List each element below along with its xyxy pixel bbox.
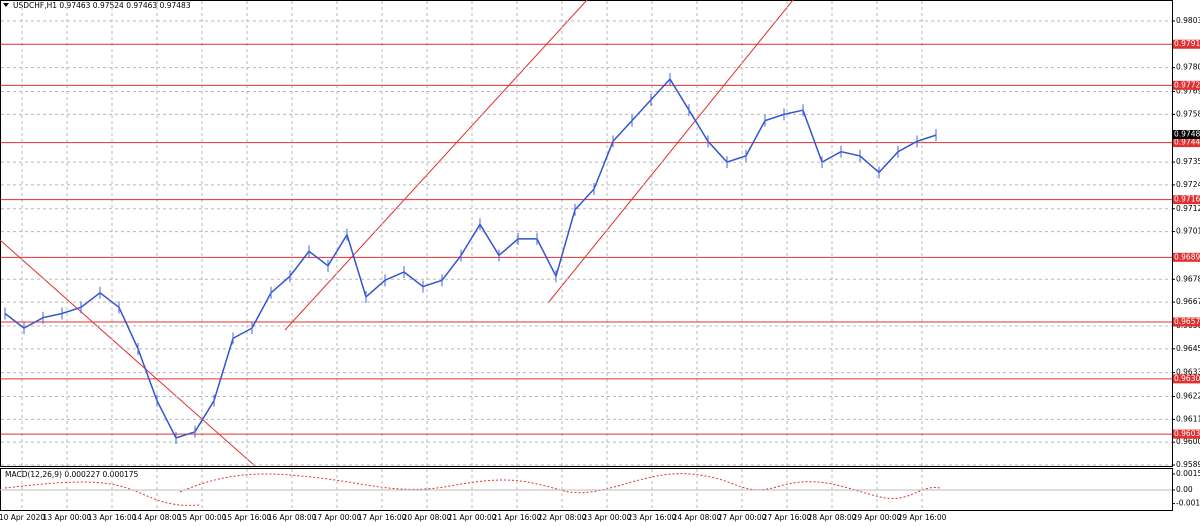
level-tag [1173,195,1200,205]
price-label: 0.96785 [1176,274,1200,283]
level-label: 0.96891 [1174,252,1200,261]
trend-line [0,239,256,467]
time-label: 17 Apr 00:00 [313,513,362,522]
macd-axis-label: 0.001531 [1176,469,1200,478]
current-price-label: 0.97483 [1174,129,1200,138]
time-label: 10 Apr 2020 [0,513,45,522]
macd-label: MACD(12,26,9) 0.000227 0.000175 [5,470,139,479]
macd-axis-label: 0.00 [1176,485,1193,494]
level-label: 0.96305 [1174,374,1200,383]
time-label: 27 Apr 16:00 [763,513,812,522]
symbol-info: USDCHF,H1 0.97463 0.97524 0.97463 0.9748… [13,1,191,10]
time-label: 24 Apr 08:00 [673,513,722,522]
time-label: 23 Apr 16:00 [628,513,677,522]
time-label: 13 Apr 00:00 [43,513,92,522]
price-label: 0.96675 [1176,297,1200,306]
level-label: 0.96579 [1174,317,1200,326]
price-label: 0.97805 [1176,63,1200,72]
time-label: 23 Apr 00:00 [583,513,632,522]
time-label: 21 Apr 16:00 [493,513,542,522]
time-label: 29 Apr 00:00 [853,513,902,522]
price-label: 0.97015 [1176,227,1200,236]
macd-signal [179,473,941,499]
level-label: 0.97444 [1174,138,1200,147]
level-label: 0.97918 [1174,39,1200,48]
level-tag [1173,252,1200,262]
price-label: 0.96335 [1176,368,1200,377]
menu-arrow[interactable] [3,3,9,7]
level-tag [1173,138,1200,148]
time-label: 29 Apr 16:00 [898,513,947,522]
price-line [4,77,937,439]
time-label: 15 Apr 00:00 [178,513,227,522]
time-label: 15 Apr 16:00 [223,513,272,522]
level-tag [1173,317,1200,327]
time-label: 20 Apr 08:00 [403,513,452,522]
level-tag [1173,39,1200,49]
price-label: 0.97125 [1176,204,1200,213]
time-label: 28 Apr 08:00 [808,513,857,522]
time-label: 13 Apr 16:00 [88,513,137,522]
time-label: 27 Apr 00:00 [718,513,767,522]
macd-signal [4,481,201,506]
trend-line [284,0,588,331]
trend-line [547,0,794,304]
time-label: 14 Apr 08:00 [133,513,182,522]
time-label: 16 Apr 08:00 [268,513,317,522]
level-label: 0.96039 [1174,429,1200,438]
level-tag [1173,374,1200,384]
time-label: 21 Apr 00:00 [448,513,497,522]
time-label: 17 Apr 16:00 [358,513,407,522]
current-price-tag [1173,129,1200,139]
level-tag [1173,80,1200,90]
level-label: 0.97169 [1174,195,1200,204]
time-label: 22 Apr 08:00 [538,513,587,522]
level-tag [1173,429,1200,439]
